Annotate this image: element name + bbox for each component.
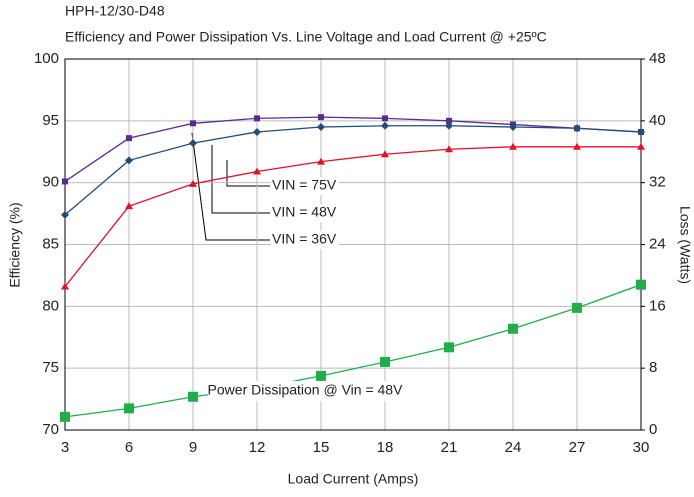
series-label: VIN = 36V [272,231,337,247]
marker [62,178,68,185]
y-tick-label: 80 [42,297,59,314]
x-tick-label: 3 [61,439,69,456]
x-tick-label: 6 [125,439,133,456]
x-tick-label: 24 [505,439,522,456]
marker [381,121,389,130]
marker [637,142,645,150]
label-bg [271,231,339,249]
chart-title: HPH-12/30-D48 [65,3,165,19]
marker [637,127,645,136]
y-tick-label: 100 [34,50,59,67]
marker [253,167,261,175]
y-tick-label: 70 [42,421,59,438]
marker [124,403,134,414]
marker [636,279,646,290]
y-tick-label: 95 [42,112,59,129]
marker [61,282,69,290]
marker [573,142,581,150]
x-axis-label: Load Current (Amps) [288,471,419,487]
marker [61,210,69,219]
marker [253,127,261,136]
y2-axis-label: Loss (Watts) [677,206,693,284]
y-axis-label: Efficiency (%) [7,202,23,287]
series-line [64,116,642,182]
series-line [64,125,642,216]
x-tick-label: 27 [569,439,586,456]
marker [444,342,454,353]
x-tick-label: 21 [441,439,458,456]
y-tick-label: 85 [42,235,59,252]
marker [573,124,581,133]
marker [380,356,390,367]
marker [317,123,325,132]
marker [318,114,324,121]
y-tick-label: 90 [42,174,59,191]
x-tick-label: 30 [633,439,650,456]
series-label: Power Dissipation @ Vin = 48V [208,382,404,398]
y2-tick-label: 8 [649,359,657,376]
y2-tick-label: 24 [649,235,666,252]
x-tick-label: 9 [189,439,197,456]
marker [125,156,133,165]
y2-tick-label: 32 [649,174,666,191]
y2-tick-label: 48 [649,50,666,67]
marker [509,123,517,132]
marker [188,391,198,402]
marker [445,145,453,153]
marker [508,323,518,334]
series-line [64,284,642,418]
series-label: VIN = 48V [272,204,337,220]
marker [509,142,517,150]
label-bg [208,381,402,401]
y2-tick-label: 40 [649,112,666,129]
marker [316,370,326,381]
marker [125,202,133,210]
x-tick-label: 15 [313,439,330,456]
marker [60,411,70,422]
series-line [64,146,641,287]
y2-tick-label: 0 [649,421,657,438]
marker [446,117,452,124]
leader-lines [191,132,270,241]
marker [190,120,196,127]
x-tick-label: 12 [249,439,266,456]
marker [189,179,197,187]
marker [445,121,453,130]
marker [189,139,197,148]
series-label: VIN = 75V [272,177,337,193]
y2-tick-label: 16 [649,297,666,314]
marker [572,302,582,313]
plot-frame [64,58,642,431]
x-tick-label: 18 [377,439,394,456]
marker [126,135,132,142]
marker [382,115,388,122]
marker [381,150,389,158]
chart-subtitle: Efficiency and Power Dissipation Vs. Lin… [65,29,547,45]
marker [254,115,260,122]
label-bg [271,177,339,195]
y-tick-label: 75 [42,359,59,376]
marker [317,157,325,165]
label-bg [271,204,339,222]
